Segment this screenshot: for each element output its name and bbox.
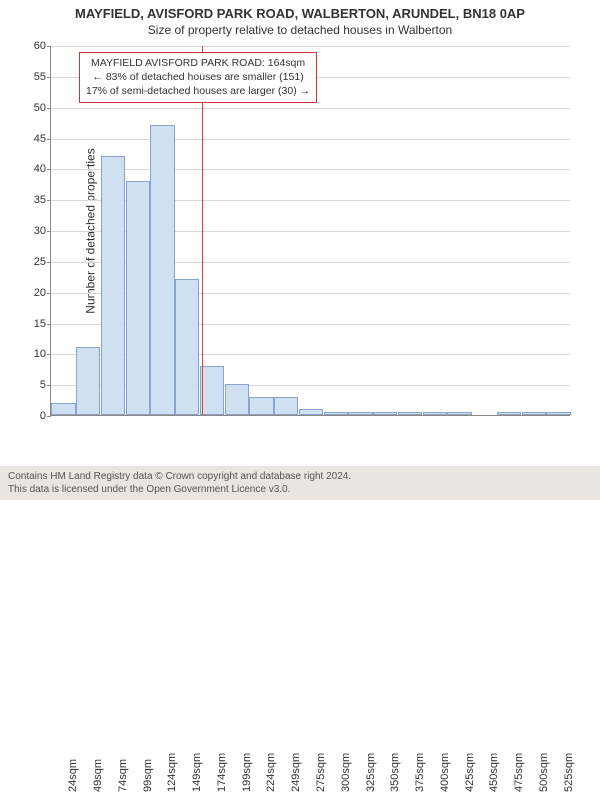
footer-line2: This data is licensed under the Open Gov…: [8, 483, 592, 496]
reference-infobox: MAYFIELD AVISFORD PARK ROAD: 164sqm← 83%…: [79, 52, 317, 103]
histogram-bar: [423, 412, 447, 415]
histogram-bar: [126, 181, 150, 415]
histogram-bar: [324, 412, 348, 415]
ytick-label: 35: [22, 194, 46, 206]
histogram-bar: [200, 366, 224, 415]
ytick-label: 55: [22, 71, 46, 83]
gridline: [51, 108, 570, 109]
ytick-label: 60: [22, 40, 46, 52]
xtick-label: 350sqm: [389, 753, 401, 792]
plot-area: 05101520253035404550556024sqm49sqm74sqm9…: [50, 46, 570, 416]
xtick-label: 249sqm: [290, 753, 302, 792]
ytick-label: 30: [22, 225, 46, 237]
page-subtitle: Size of property relative to detached ho…: [0, 21, 600, 37]
histogram-bar: [76, 347, 100, 415]
ytick-label: 20: [22, 287, 46, 299]
xtick-label: 450sqm: [488, 753, 500, 792]
ytick-mark: [47, 262, 51, 263]
histogram-bar: [546, 412, 570, 415]
xtick-label: 24sqm: [67, 759, 79, 792]
xtick-label: 400sqm: [439, 753, 451, 792]
xtick-label: 375sqm: [414, 753, 426, 792]
ytick-mark: [47, 169, 51, 170]
ytick-mark: [47, 231, 51, 232]
xtick-label: 500sqm: [538, 753, 550, 792]
ytick-mark: [47, 385, 51, 386]
histogram-bar: [101, 156, 125, 415]
histogram-bar: [249, 397, 273, 416]
page-title: MAYFIELD, AVISFORD PARK ROAD, WALBERTON,…: [0, 0, 600, 21]
histogram-bar: [497, 412, 521, 415]
xtick-label: 325sqm: [365, 753, 377, 792]
footer-line1: Contains HM Land Registry data © Crown c…: [8, 470, 592, 483]
chart-container: Number of detached properties 0510152025…: [50, 46, 570, 416]
ytick-mark: [47, 108, 51, 109]
ytick-label: 25: [22, 256, 46, 268]
xtick-label: 124sqm: [166, 753, 178, 792]
gridline: [51, 169, 570, 170]
ytick-mark: [47, 324, 51, 325]
ytick-label: 45: [22, 133, 46, 145]
histogram-bar: [175, 279, 199, 415]
histogram-bar: [274, 397, 298, 416]
histogram-bar: [522, 412, 546, 415]
ytick-mark: [47, 200, 51, 201]
histogram-bar: [373, 412, 397, 415]
ytick-label: 5: [22, 379, 46, 391]
infobox-line1: MAYFIELD AVISFORD PARK ROAD: 164sqm: [86, 56, 310, 70]
histogram-bar: [299, 409, 323, 415]
histogram-bar: [348, 412, 372, 415]
xtick-label: 275sqm: [315, 753, 327, 792]
xtick-label: 174sqm: [216, 753, 228, 792]
ytick-label: 0: [22, 410, 46, 422]
ytick-label: 10: [22, 348, 46, 360]
histogram-bar: [398, 412, 422, 415]
ytick-mark: [47, 139, 51, 140]
xtick-label: 149sqm: [191, 753, 203, 792]
ytick-label: 50: [22, 102, 46, 114]
histogram-bar: [447, 412, 471, 415]
gridline: [51, 139, 570, 140]
infobox-line3: 17% of semi-detached houses are larger (…: [86, 84, 310, 98]
xtick-label: 525sqm: [563, 753, 575, 792]
xtick-label: 199sqm: [241, 753, 253, 792]
histogram-bar: [225, 384, 249, 415]
ytick-mark: [47, 416, 51, 417]
infobox-line2: ← 83% of detached houses are smaller (15…: [86, 70, 310, 84]
gridline: [51, 46, 570, 47]
ytick-mark: [47, 293, 51, 294]
xtick-label: 475sqm: [513, 753, 525, 792]
xtick-label: 49sqm: [92, 759, 104, 792]
xtick-label: 425sqm: [464, 753, 476, 792]
footer: Contains HM Land Registry data © Crown c…: [0, 466, 600, 500]
histogram-bar: [51, 403, 75, 415]
xtick-label: 224sqm: [265, 753, 277, 792]
ytick-mark: [47, 46, 51, 47]
xtick-label: 74sqm: [117, 759, 129, 792]
xtick-label: 300sqm: [340, 753, 352, 792]
ytick-mark: [47, 354, 51, 355]
ytick-label: 15: [22, 318, 46, 330]
ytick-mark: [47, 77, 51, 78]
xtick-label: 99sqm: [142, 759, 154, 792]
histogram-bar: [150, 125, 174, 415]
ytick-label: 40: [22, 163, 46, 175]
